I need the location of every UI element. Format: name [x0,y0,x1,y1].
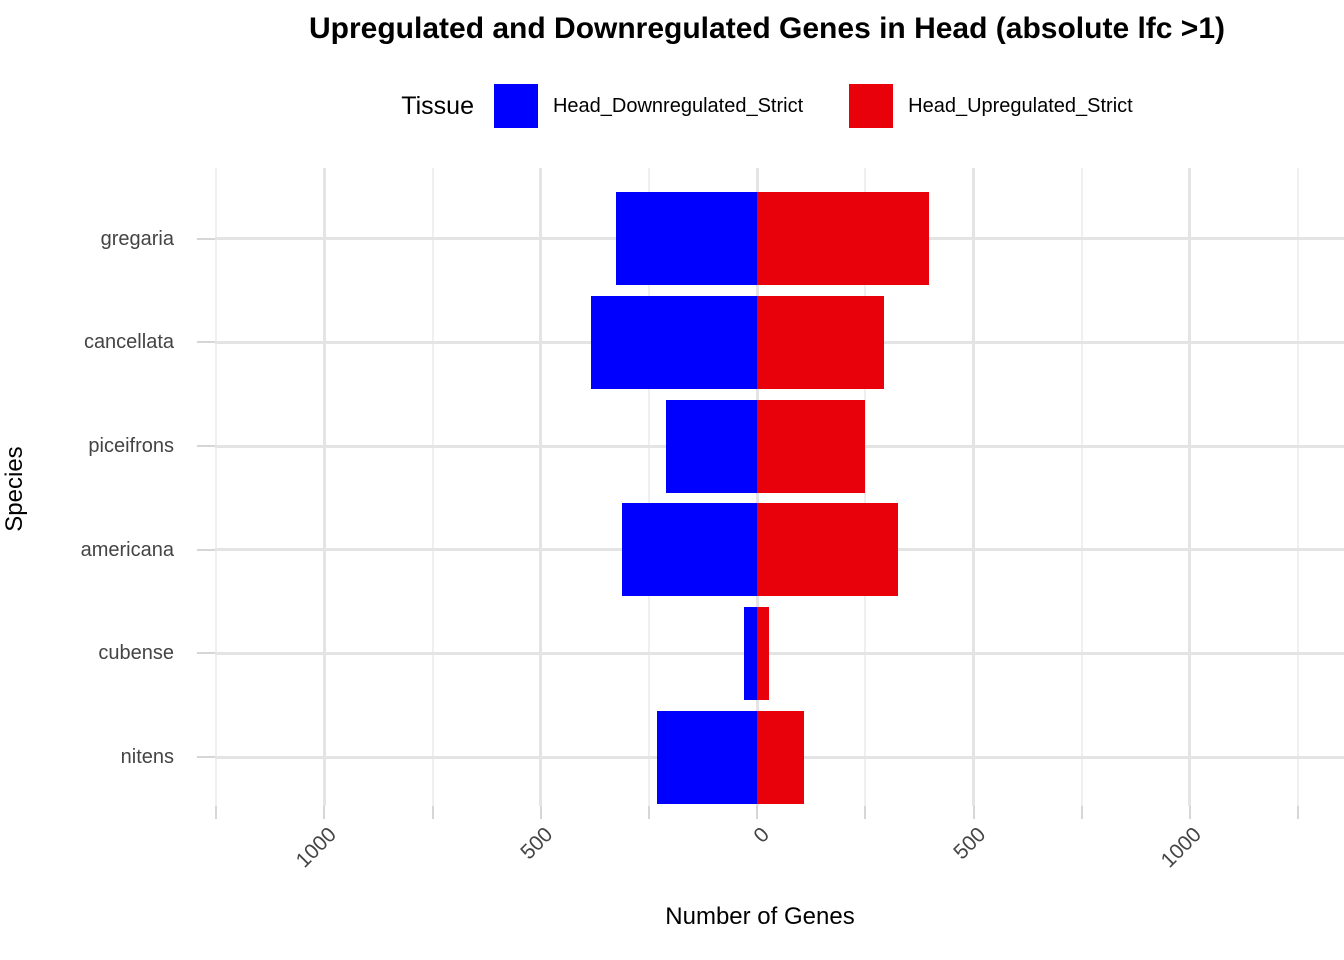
x-axis-tick [1080,806,1083,819]
bar-down-americana [622,503,758,597]
x-axis-tick [1297,806,1300,819]
y-tick-label-nitens: nitens [120,746,174,769]
x-axis-tick [972,806,975,819]
x-tick-label-text: 0 [748,823,774,848]
x-tick-label: 1000 [1060,823,1206,872]
y-axis-tick [197,548,215,551]
x-axis-tick [431,806,434,819]
bar-up-cubense [757,606,769,700]
legend: Tissue Head_Downregulated_Strict Head_Upr… [190,82,1344,130]
y-gridline [215,651,1344,655]
x-axis-tick [864,806,867,819]
bar-down-nitens [656,710,758,804]
legend-item: Head_Upregulated_Strict [849,84,1133,128]
x-tick-label: 500 [844,823,990,864]
x-tick-label-text: 500 [948,823,990,865]
x-gridline [1297,168,1300,806]
bar-up-piceifrons [757,399,865,493]
bar-up-americana [757,503,898,597]
x-axis-tick [1188,806,1191,819]
x-gridline [215,168,218,806]
x-gridline [864,168,867,806]
bar-up-nitens [757,710,805,804]
bar-down-cubense [743,606,758,700]
bar-down-gregaria [615,192,758,286]
legend-key-swatch [493,84,538,128]
x-gridline [539,168,543,806]
y-tick-label-cancellata: cancellata [83,331,174,354]
x-gridline [322,168,326,806]
x-gridline [648,168,651,806]
x-gridline [431,168,434,806]
plot-panel [215,168,1344,806]
legend-item: Head_Downregulated_Strict [493,84,804,128]
y-tick-label-americana: americana [80,538,174,561]
legend-items: Head_Downregulated_Strict Head_Upregulate… [493,84,1133,128]
x-axis-tick [539,806,542,819]
x-gridline [1080,168,1083,806]
bar-up-cancellata [757,295,885,389]
bar-down-cancellata [590,295,758,389]
chart-title: Upregulated and Downregulated Genes in H… [309,12,1225,45]
bar-up-gregaria [757,192,929,286]
legend-item-label: Head_Downregulated_Strict [552,94,804,117]
x-tick-label-text: 1000 [1156,823,1207,873]
x-tick-label: 1000 [194,823,340,872]
y-tick-label-gregaria: gregaria [100,227,174,250]
x-tick-label-text: 500 [516,823,558,865]
y-tick-label-cubense: cubense [98,642,174,665]
y-axis-title: Species [1,446,28,532]
y-axis-tick [197,341,215,344]
x-axis-tick [323,806,326,819]
y-axis-tick [197,756,215,759]
y-axis-tick [197,652,215,655]
y-axis-tick [197,237,215,240]
x-axis-tick [648,806,651,819]
x-gridline [972,168,976,806]
x-axis-title: Number of Genes [665,903,855,930]
x-tick-label-text: 1000 [291,823,341,873]
x-tick-label: 0 [627,823,774,848]
x-tick-label: 500 [411,823,557,864]
y-tick-label-piceifrons: piceifrons [88,435,174,458]
legend-title: Tissue [401,91,474,120]
y-axis-tick [197,445,215,448]
legend-item-label: Head_Upregulated_Strict [908,94,1133,117]
x-axis-tick [215,806,218,819]
bar-down-piceifrons [666,399,758,493]
x-axis-tick [756,806,759,819]
legend-key-swatch [849,84,894,128]
x-gridline [1188,168,1192,806]
